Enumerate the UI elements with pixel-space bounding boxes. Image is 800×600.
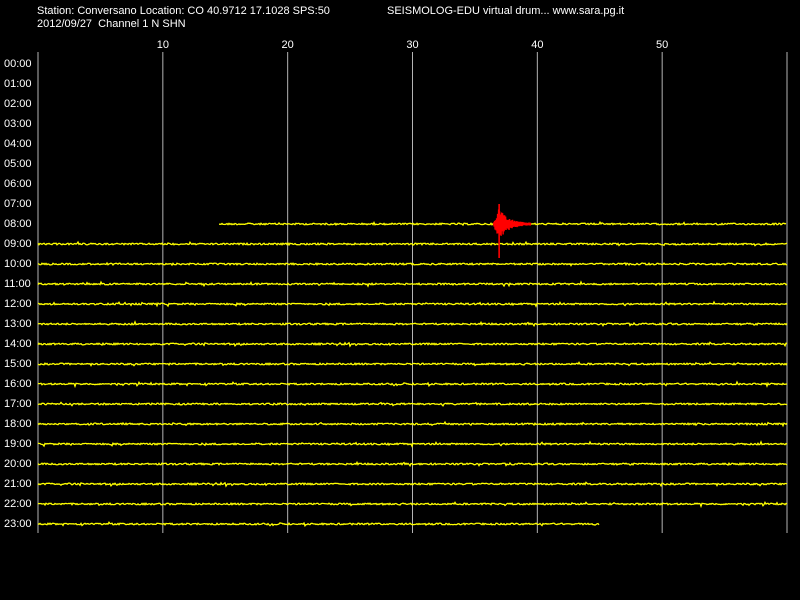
hour-label: 07:00 bbox=[4, 198, 32, 210]
trace-0900 bbox=[37, 240, 788, 247]
hour-label: 14:00 bbox=[4, 338, 32, 350]
x-tick-label: 50 bbox=[656, 39, 668, 51]
trace-1700 bbox=[37, 401, 788, 407]
trace-1400 bbox=[37, 341, 788, 348]
hour-label: 19:00 bbox=[4, 438, 32, 450]
hour-label: 22:00 bbox=[4, 498, 32, 510]
hour-label: 05:00 bbox=[4, 158, 32, 170]
hour-label: 18:00 bbox=[4, 418, 32, 430]
hour-label: 03:00 bbox=[4, 118, 32, 130]
x-tick-label: 20 bbox=[282, 39, 294, 51]
hour-label: 04:00 bbox=[4, 138, 32, 150]
x-tick-labels: 10 20 30 40 50 bbox=[157, 39, 669, 51]
trace-layer bbox=[37, 220, 788, 528]
trace-1200 bbox=[37, 300, 788, 308]
x-tick-label: 40 bbox=[531, 39, 543, 51]
hour-label: 08:00 bbox=[4, 218, 32, 230]
trace-1800 bbox=[37, 420, 788, 428]
hour-label: 00:00 bbox=[4, 58, 32, 70]
hour-label: 11:00 bbox=[4, 278, 31, 290]
trace-1300 bbox=[37, 320, 788, 328]
hour-label: 23:00 bbox=[4, 518, 32, 530]
hour-labels: 00:00 01:00 02:00 03:00 04:00 05:00 06:00 07:00… bbox=[4, 58, 32, 530]
trace-1000 bbox=[37, 261, 788, 267]
hour-label: 20:00 bbox=[4, 458, 32, 470]
trace-1600 bbox=[37, 380, 788, 389]
x-tick-label: 30 bbox=[406, 39, 418, 51]
hour-label: 13:00 bbox=[4, 318, 32, 330]
trace-2000 bbox=[37, 460, 788, 468]
hour-label: 01:00 bbox=[4, 78, 32, 90]
event-layer bbox=[492, 204, 532, 258]
hour-label: 06:00 bbox=[4, 178, 32, 190]
station-info: Station: Conversano Location: CO 40.9712… bbox=[37, 5, 330, 17]
hour-label: 16:00 bbox=[4, 378, 32, 390]
trace-2200 bbox=[37, 501, 788, 509]
hour-label: 12:00 bbox=[4, 298, 32, 310]
hour-label: 15:00 bbox=[4, 358, 32, 370]
trace-1500 bbox=[37, 361, 788, 367]
hour-label: 10:00 bbox=[4, 258, 32, 270]
hour-label: 09:00 bbox=[4, 238, 32, 250]
hour-label: 17:00 bbox=[4, 398, 32, 410]
trace-2300 bbox=[37, 521, 600, 528]
grid-layer bbox=[37, 52, 788, 533]
brand-info: SEISMOLOG-EDU virtual drum... www.sara.p… bbox=[387, 5, 625, 17]
date-channel-info: 2012/09/27 Channel 1 N SHN bbox=[37, 18, 186, 30]
hour-label: 02:00 bbox=[4, 98, 32, 110]
trace-2100 bbox=[37, 481, 788, 488]
trace-1100 bbox=[37, 280, 788, 288]
x-tick-label: 10 bbox=[157, 39, 169, 51]
hour-label: 21:00 bbox=[4, 478, 32, 490]
trace-1900 bbox=[37, 440, 788, 448]
